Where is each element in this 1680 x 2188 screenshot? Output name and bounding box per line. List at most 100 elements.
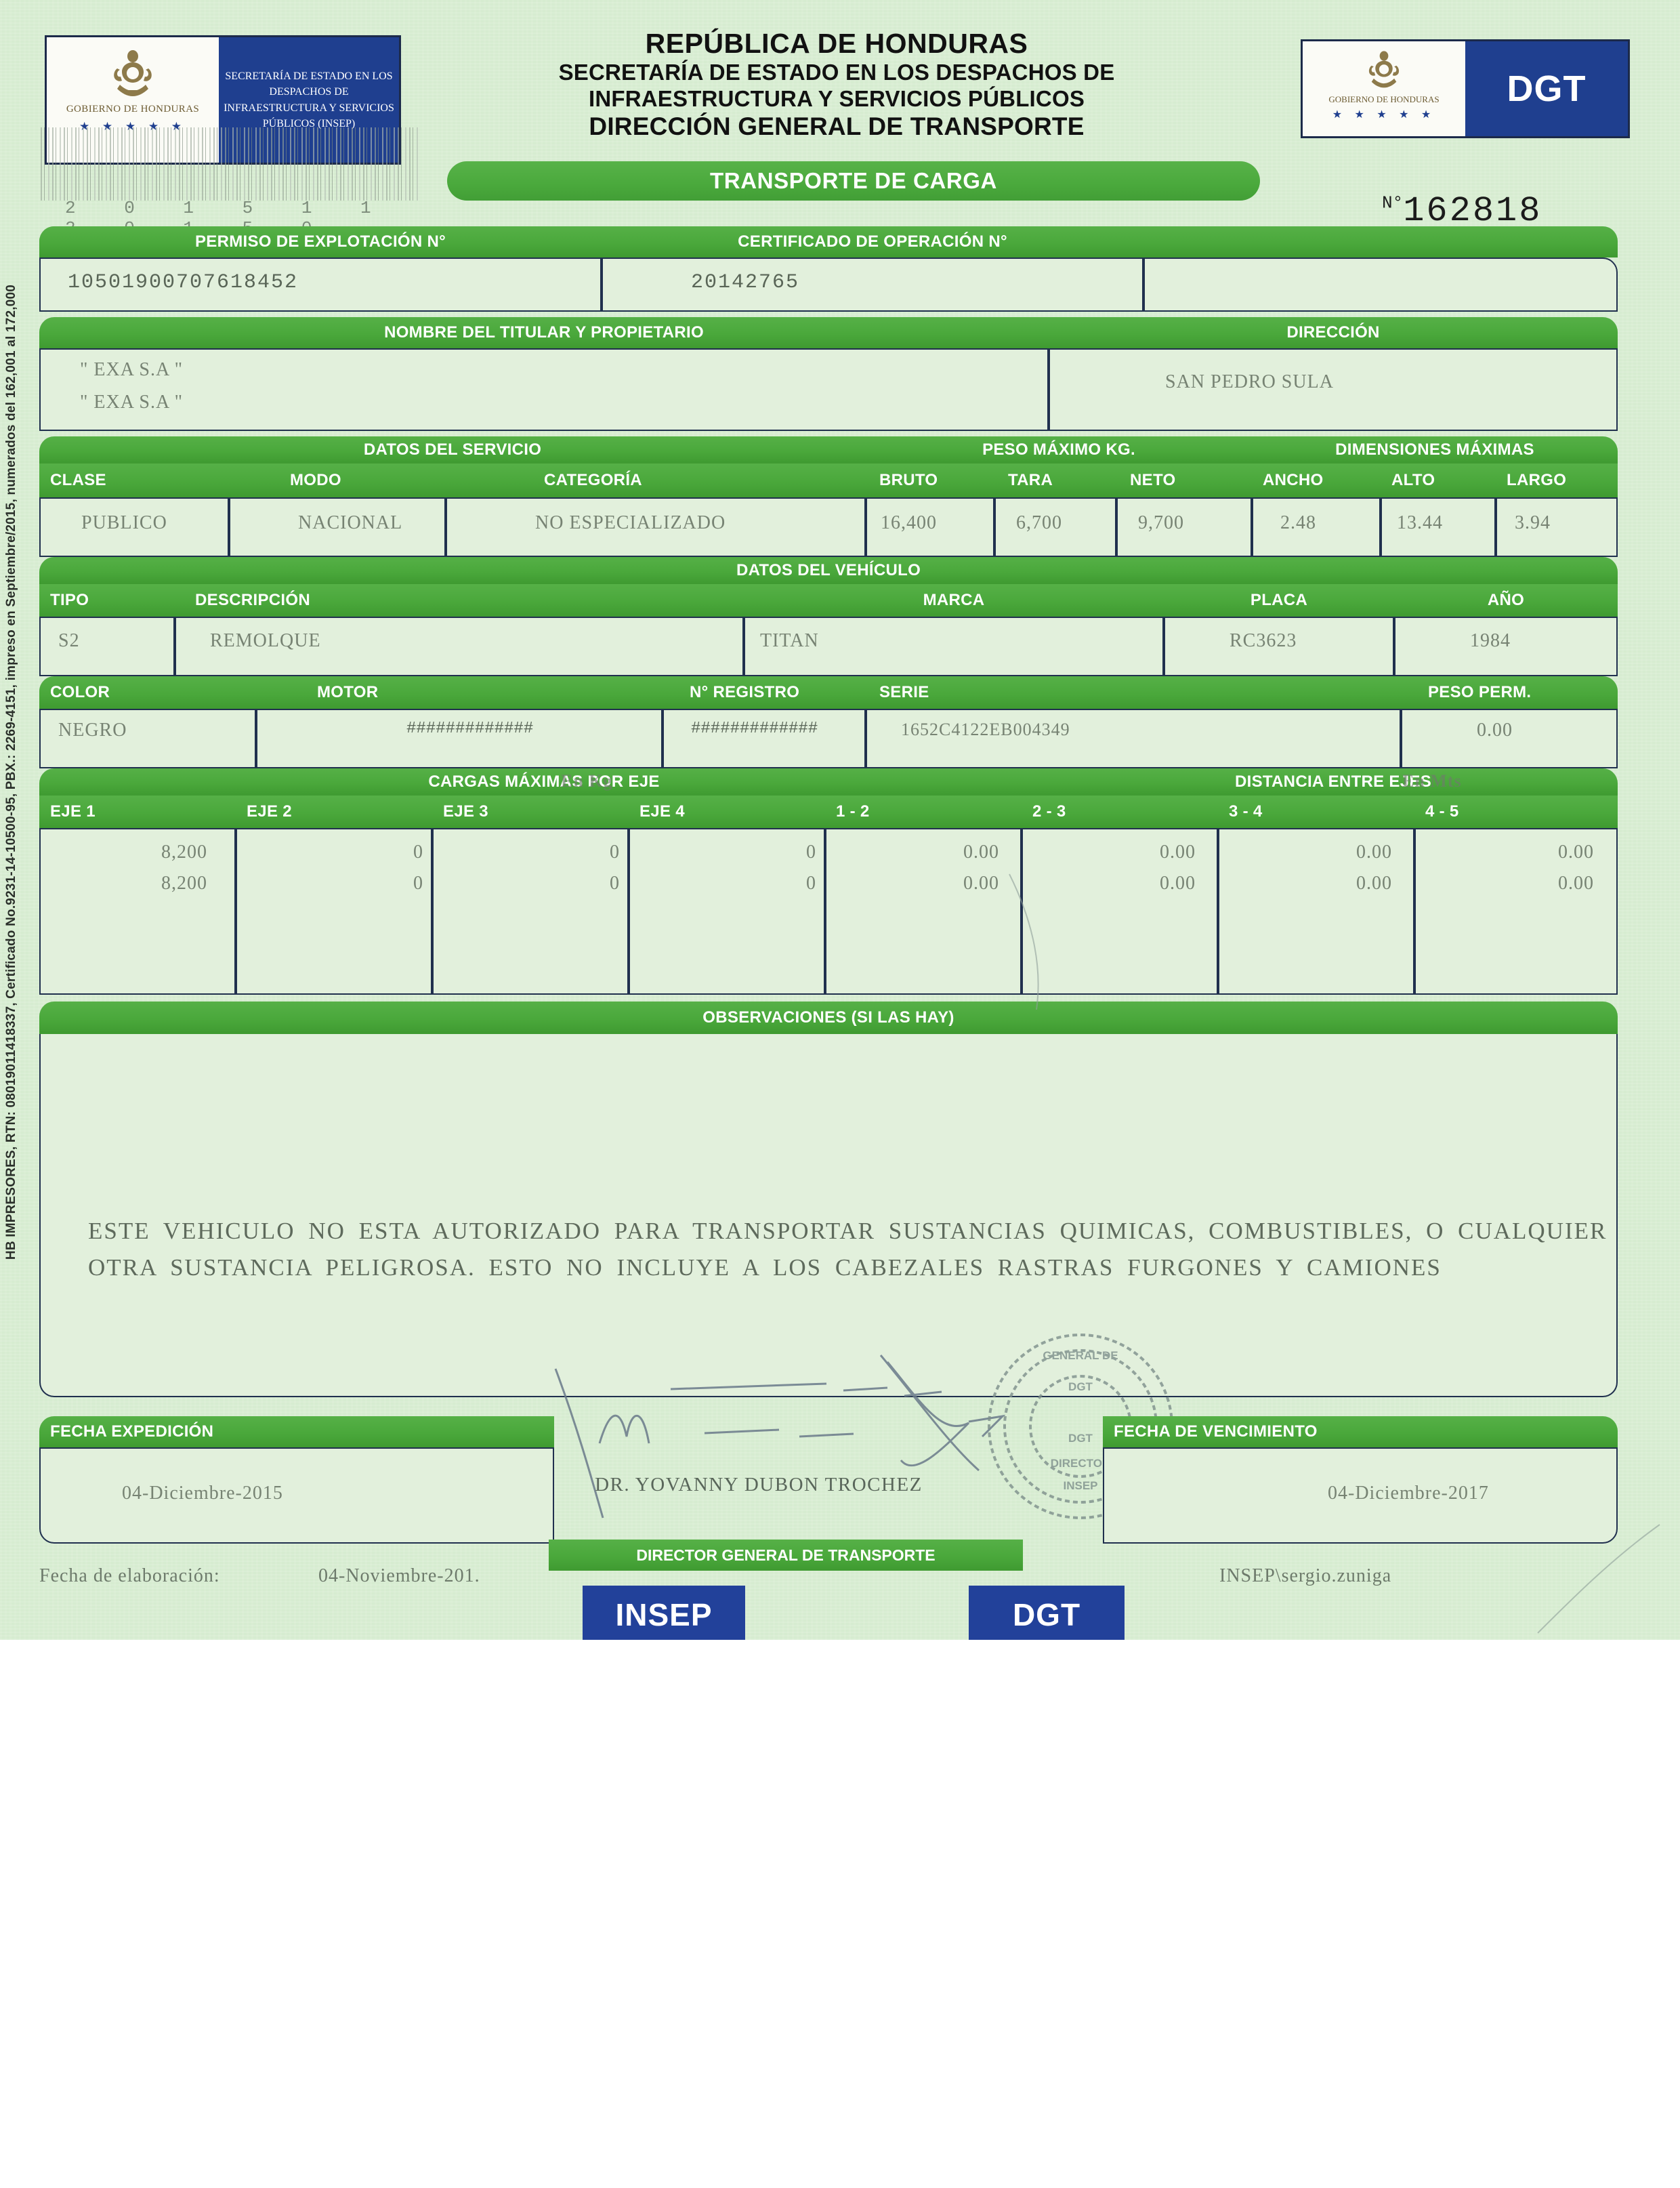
folio-value: 162818 (1403, 191, 1542, 231)
axle-r1-eje3: 0 (610, 842, 620, 863)
servicio-col-alto: ALTO (1381, 463, 1496, 497)
dgt-chip: DGT (969, 1586, 1125, 1643)
axle-r2-d23: 0.00 (1160, 873, 1196, 894)
axle-r2-d34: 0.00 (1356, 873, 1392, 894)
director-signature-name: DR. YOVANNY DUBON TROCHEZ (595, 1474, 923, 1495)
axle-r2-d12: 0.00 (963, 873, 999, 894)
vehiculo-val-ano-cell (1394, 617, 1618, 676)
servicio-col-categoria: CATEGORÍA (446, 463, 866, 497)
servicio-val-bruto-cell (866, 497, 994, 557)
servicio-val-ancho: 2.48 (1280, 512, 1316, 533)
servicio-val-clase: PUBLICO (81, 512, 167, 533)
axle-r1-eje4: 0 (806, 842, 816, 863)
pen-mark-artifact (1537, 1524, 1660, 1634)
handwritten-signature (554, 1355, 1006, 1519)
axle-r2-eje3: 0 (610, 873, 620, 894)
vehiculo-val-tipo: S2 (58, 630, 80, 651)
document-title-block: REPÚBLICA DE HONDURAS SECRETARÍA DE ESTA… (420, 28, 1253, 141)
vehiculo-val-placa: RC3623 (1230, 630, 1297, 651)
vehiculo-col-descripcion: DESCRIPCIÓN (175, 584, 744, 617)
servicio-val-tara-cell (994, 497, 1116, 557)
vehiculo2-val-registro-cell (663, 709, 866, 768)
vehiculo-val-placa-cell (1164, 617, 1394, 676)
axle-r2-eje2: 0 (413, 873, 423, 894)
servicio-val-modo: NACIONAL (298, 512, 403, 533)
page-white-margin (0, 1640, 1680, 2188)
permit-row-blank-cell (1143, 257, 1618, 312)
vehiculo-val-marca: TITAN (760, 630, 819, 651)
svg-text:GENERAL DE: GENERAL DE (1043, 1349, 1118, 1362)
permiso-value: 10501900707618452 (68, 271, 299, 294)
servicio-col-ancho: ANCHO (1252, 463, 1381, 497)
servicio-col-clase: CLASE (39, 463, 229, 497)
vehiculo2-val-serie-cell (866, 709, 1401, 768)
servicio-val-alto-cell (1381, 497, 1496, 557)
vehiculo-val-marca-cell (744, 617, 1164, 676)
transport-type-banner: TRANSPORTE DE CARGA (447, 161, 1260, 201)
vehiculo2-col-registro: N° REGISTRO (663, 676, 866, 709)
axle-col-eje3: EJE 3 (432, 796, 629, 828)
honduras-crest-icon (1368, 51, 1400, 88)
svg-text:DIRECTOR: DIRECTOR (1051, 1457, 1110, 1470)
servicio-col-largo: LARGO (1496, 463, 1618, 497)
vehiculo2-val-pesoperm: 0.00 (1477, 720, 1513, 741)
titular-line-2: " EXA S.A " (80, 392, 184, 413)
axle-r1-d23: 0.00 (1160, 842, 1196, 863)
vehiculo-group-header: DATOS DEL VEHÍCULO (39, 557, 1618, 584)
dgt-logo-crest-panel: GOBIERNO DE HONDURAS ★ ★ ★ ★ ★ (1303, 41, 1465, 136)
five-stars-icon: ★ ★ ★ ★ ★ (1332, 109, 1436, 121)
elaboracion-label: Fecha de elaboración: (39, 1565, 220, 1586)
titular-line-1: " EXA S.A " (80, 359, 184, 380)
axle-cell-1 (39, 828, 236, 995)
fecha-expedicion-header: FECHA EXPEDICIÓN (39, 1416, 554, 1447)
vehiculo-val-tipo-cell (39, 617, 175, 676)
vehiculo-val-descripcion-cell (175, 617, 744, 676)
vehiculo2-col-color: COLOR (39, 676, 256, 709)
ministry-line-2: INFRAESTRUCTURA Y SERVICIOS PÚBLICOS (588, 85, 1085, 111)
servicio-col-tara: TARA (994, 463, 1116, 497)
axle-col-d12: 1 - 2 (825, 796, 1022, 828)
servicio-val-alto: 13.44 (1397, 512, 1443, 533)
servicio-val-modo-cell (229, 497, 446, 557)
servicio-val-largo-cell (1496, 497, 1618, 557)
certificado-value-cell (602, 257, 1143, 312)
axle-r1-d45: 0.00 (1558, 842, 1594, 863)
elaboracion-value: 04-Noviembre-201. (318, 1565, 480, 1586)
distancia-group-header: DISTANCIA ENTRE EJES (1049, 768, 1618, 796)
gov-name-label: GOBIERNO DE HONDURAS (1328, 94, 1440, 104)
footer-user: INSEP\sergio.zuniga (1219, 1565, 1392, 1586)
vehiculo2-val-serie: 1652C4122EB004349 (901, 720, 1070, 739)
axle-col-eje2: EJE 2 (236, 796, 432, 828)
vehiculo2-val-registro: ############# (691, 720, 818, 738)
vehiculo2-val-color-cell (39, 709, 256, 768)
document-scan-area: HB IMPRESORES, RTN: 08019011418337, Cert… (0, 0, 1680, 1643)
dgt-logo: GOBIERNO DE HONDURAS ★ ★ ★ ★ ★ DGT (1301, 39, 1630, 138)
axle-cell-d34 (1218, 828, 1414, 995)
axle-r2-d45: 0.00 (1558, 873, 1594, 894)
axle-r1-d34: 0.00 (1356, 842, 1392, 863)
servicio-val-categoria: NO ESPECIALIZADO (535, 512, 726, 533)
certificado-header: CERTIFICADO DE OPERACIÓN N° (602, 226, 1143, 257)
insep-chip: INSEP (583, 1586, 745, 1643)
observaciones-box (39, 1034, 1618, 1397)
servicio-val-clase-cell (39, 497, 229, 557)
direccion-value: SAN PEDRO SULA (1165, 371, 1334, 392)
axle-r2-eje1: 8,200 (161, 873, 207, 894)
servicio-val-neto-cell (1116, 497, 1252, 557)
axle-r1-d12: 0.00 (963, 842, 999, 863)
vehiculo-col-ano: AÑO (1394, 584, 1618, 617)
axle-col-eje4: EJE 4 (629, 796, 825, 828)
axle-r2-eje4: 0 (806, 873, 816, 894)
fecha-vencimiento-value: 04-Diciembre-2017 (1328, 1483, 1489, 1504)
servicio-col-bruto: BRUTO (866, 463, 994, 497)
axle-cell-d12 (825, 828, 1022, 995)
dimensiones-group-header: DIMENSIONES MÁXIMAS (1252, 436, 1618, 463)
axle-cell-2 (236, 828, 432, 995)
vehiculo-col-tipo: TIPO (39, 584, 175, 617)
vehiculo2-col-serie: SERIE (866, 676, 1401, 709)
servicio-val-categoria-cell (446, 497, 866, 557)
ministry-line-1: SECRETARÍA DE ESTADO EN LOS DESPACHOS DE (558, 59, 1115, 85)
printed-barcode-artifact (41, 127, 420, 201)
fecha-vencimiento-cell (1103, 1447, 1618, 1544)
distancia-unit-stamp: En Mts (1402, 771, 1462, 791)
